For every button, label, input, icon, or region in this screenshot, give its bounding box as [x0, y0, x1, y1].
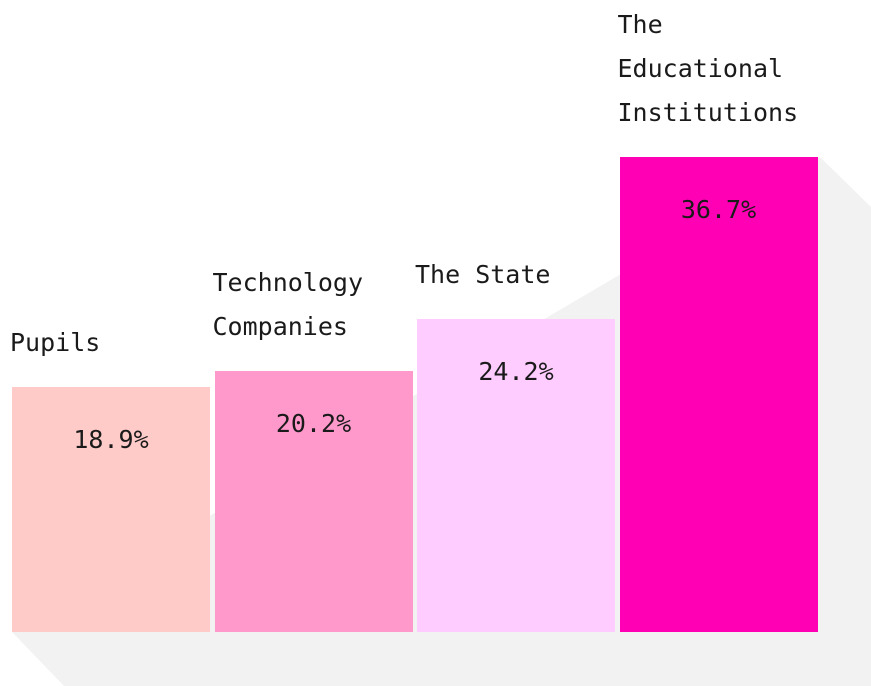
value-label: 20.2% [275, 408, 352, 438]
category-label: The State [415, 259, 551, 289]
category-label: The Educational Institutions [617, 10, 799, 127]
bar [417, 318, 615, 632]
value-label: 24.2% [478, 356, 554, 386]
value-label: 36.7% [680, 195, 757, 224]
bar [619, 157, 818, 632]
bar [214, 370, 413, 632]
value-label: 18.9% [73, 425, 149, 455]
category-label: Pupils [10, 328, 101, 358]
bar [12, 387, 210, 632]
category-label: Technology Companies [212, 267, 364, 341]
